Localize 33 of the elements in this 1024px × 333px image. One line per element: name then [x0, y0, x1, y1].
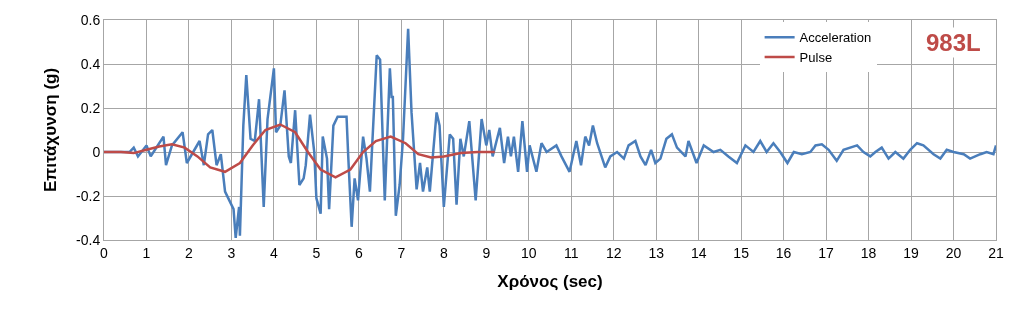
x-tick-label: 12 [605, 244, 622, 261]
y-tick-label: 0 [92, 143, 101, 160]
x-tick-label: 7 [397, 244, 406, 261]
x-tick-label: 8 [439, 244, 448, 261]
x-tick-label: 1 [142, 244, 151, 261]
x-tick-label: 21 [988, 244, 1004, 261]
y-tick-label: 0.4 [80, 55, 101, 72]
x-tick-label: 14 [690, 244, 707, 261]
x-tick-label: 6 [354, 244, 363, 261]
x-tick-label: 17 [818, 244, 835, 261]
x-tick-label: 4 [270, 244, 278, 261]
x-tick-label: 5 [312, 244, 321, 261]
legend-label: Pulse [799, 50, 833, 66]
x-tick-label: 10 [520, 244, 537, 261]
legend-label: Acceleration [799, 30, 872, 46]
y-tick-label: -0.4 [76, 231, 101, 248]
x-tick-label: 3 [227, 244, 236, 261]
x-tick-label: 19 [903, 244, 920, 261]
x-tick-label: 18 [860, 244, 877, 261]
x-axis-title: Χρόνος (sec) [497, 272, 603, 292]
x-tick-label: 15 [733, 244, 750, 261]
x-tick-label: 16 [775, 244, 792, 261]
x-tick-label: 11 [563, 244, 579, 261]
x-tick-label: 9 [482, 244, 491, 261]
y-axis-title: Επιτάχυνση (g) [40, 67, 60, 193]
y-tick-label: 0.6 [80, 11, 101, 28]
y-tick-label: -0.2 [76, 187, 101, 204]
line-series [104, 123, 497, 179]
y-tick-label: 0.2 [80, 99, 101, 116]
x-tick-label: 13 [648, 244, 665, 261]
x-tick-label: 20 [945, 244, 962, 261]
x-tick-label: 2 [185, 244, 194, 261]
annotation: 983L [926, 29, 981, 56]
